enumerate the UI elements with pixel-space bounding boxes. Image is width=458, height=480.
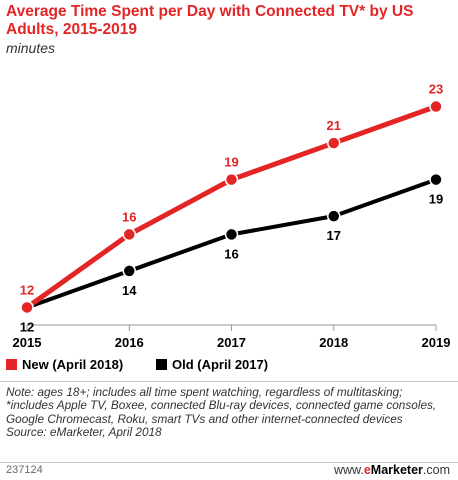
data-label-0-2019: 23 <box>429 82 443 97</box>
data-label-1-2018: 17 <box>327 228 341 243</box>
data-label-1-2016: 14 <box>122 283 137 298</box>
data-point-1-2017 <box>224 227 239 242</box>
chart-subtitle: minutes <box>6 40 56 56</box>
data-label-1-2019: 19 <box>429 192 443 207</box>
note-text: Note: ages 18+; includes all time spent … <box>6 385 437 426</box>
legend-item-old: Old (April 2017) <box>156 357 268 372</box>
x-tick-label-2018: 2018 <box>319 335 348 350</box>
data-label-1-2015: 12 <box>20 319 34 334</box>
x-tick-label-2017: 2017 <box>217 335 246 350</box>
data-label-0-2018: 21 <box>327 118 341 133</box>
data-point-0-2016 <box>122 227 136 242</box>
legend-swatch-old <box>156 359 167 370</box>
x-tick-label-2019: 2019 <box>422 335 451 350</box>
series-line-1 <box>26 177 437 310</box>
chart-title: Average Time Spent per Day with Connecte… <box>6 3 414 38</box>
data-label-0-2015: 12 <box>20 282 34 297</box>
data-label-0-2016: 16 <box>122 209 136 224</box>
chart-note: Note: ages 18+; includes all time spent … <box>6 385 452 440</box>
chart-id: 237124 <box>6 464 43 476</box>
legend-label-old: Old (April 2017) <box>172 357 269 372</box>
data-point-0-2017 <box>224 172 239 187</box>
x-tick-label-2016: 2016 <box>115 335 144 350</box>
source-text: Source: eMarketer, April 2018 <box>6 425 162 440</box>
divider-bottom <box>0 462 458 463</box>
legend-swatch-new <box>6 359 17 370</box>
data-point-0-2019 <box>429 99 443 114</box>
data-point-1-2018 <box>327 209 341 223</box>
legend-label-new: New (April 2018) <box>22 357 124 372</box>
data-label-1-2017: 16 <box>224 246 238 261</box>
divider-top <box>0 381 458 382</box>
data-point-0-2015 <box>20 300 34 315</box>
data-point-0-2018 <box>327 136 341 150</box>
data-label-0-2017: 19 <box>224 155 238 170</box>
series-line-0 <box>25 104 437 310</box>
brand-link[interactable]: www.eMarketer.com <box>333 463 450 477</box>
data-point-1-2019 <box>429 172 443 187</box>
data-point-1-2016 <box>122 264 136 278</box>
legend-item-new: New (April 2018) <box>6 357 123 372</box>
x-tick-label-2015: 2015 <box>13 335 42 350</box>
line-chart: 2015 2016 2017 2018 2019 12 14 16 17 19 12 16 19 21 2… <box>13 82 451 350</box>
